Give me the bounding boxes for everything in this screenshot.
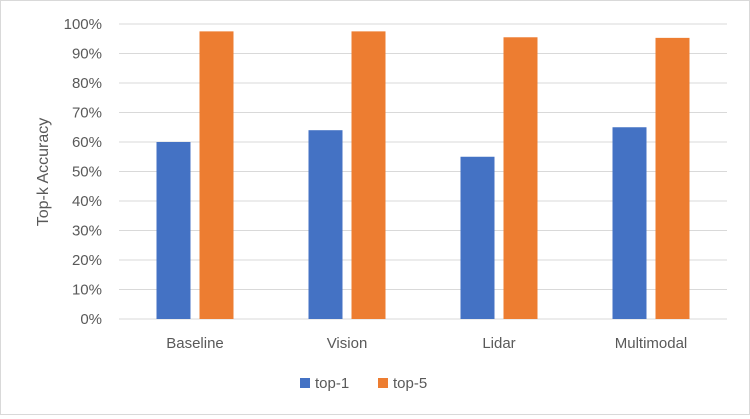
bar-top-1-vision [308, 130, 343, 319]
y-tick-label: 50% [72, 164, 102, 181]
legend-label-top-1: top-1 [315, 375, 349, 392]
bar-top-1-multimodal [612, 127, 647, 319]
x-axis-categories: Baseline Vision Lidar Multimodal [166, 335, 687, 352]
y-tick-label: 60% [72, 134, 102, 151]
y-tick-label: 10% [72, 282, 102, 299]
bars [156, 31, 690, 320]
x-category-label: Multimodal [615, 335, 688, 352]
bar-top-5-lidar [503, 37, 538, 320]
legend: top-1 top-5 [300, 375, 427, 392]
legend-label-top-5: top-5 [393, 375, 427, 392]
y-tick-label: 100% [64, 16, 102, 33]
bar-top-1-lidar [460, 156, 495, 319]
y-tick-label: 90% [72, 46, 102, 63]
y-tick-label: 20% [72, 252, 102, 269]
bar-top-5-baseline [199, 31, 234, 319]
x-category-label: Lidar [482, 335, 515, 352]
legend-swatch-top-1 [300, 378, 310, 388]
y-axis-ticks: 0% 10% 20% 30% 40% 50% 60% 70% 80% 90% 100% [64, 16, 102, 328]
y-tick-label: 0% [80, 311, 102, 328]
x-category-label: Baseline [166, 335, 224, 352]
legend-swatch-top-5 [378, 378, 388, 388]
bar-top-5-multimodal [655, 37, 690, 320]
y-tick-label: 80% [72, 75, 102, 92]
y-tick-label: 70% [72, 105, 102, 122]
bar-top-1-baseline [156, 142, 191, 319]
y-tick-label: 40% [72, 193, 102, 210]
x-category-label: Vision [327, 335, 368, 352]
y-tick-label: 30% [72, 223, 102, 240]
y-axis-title: Top-k Accuracy [35, 118, 52, 226]
bar-top-5-vision [351, 31, 386, 319]
